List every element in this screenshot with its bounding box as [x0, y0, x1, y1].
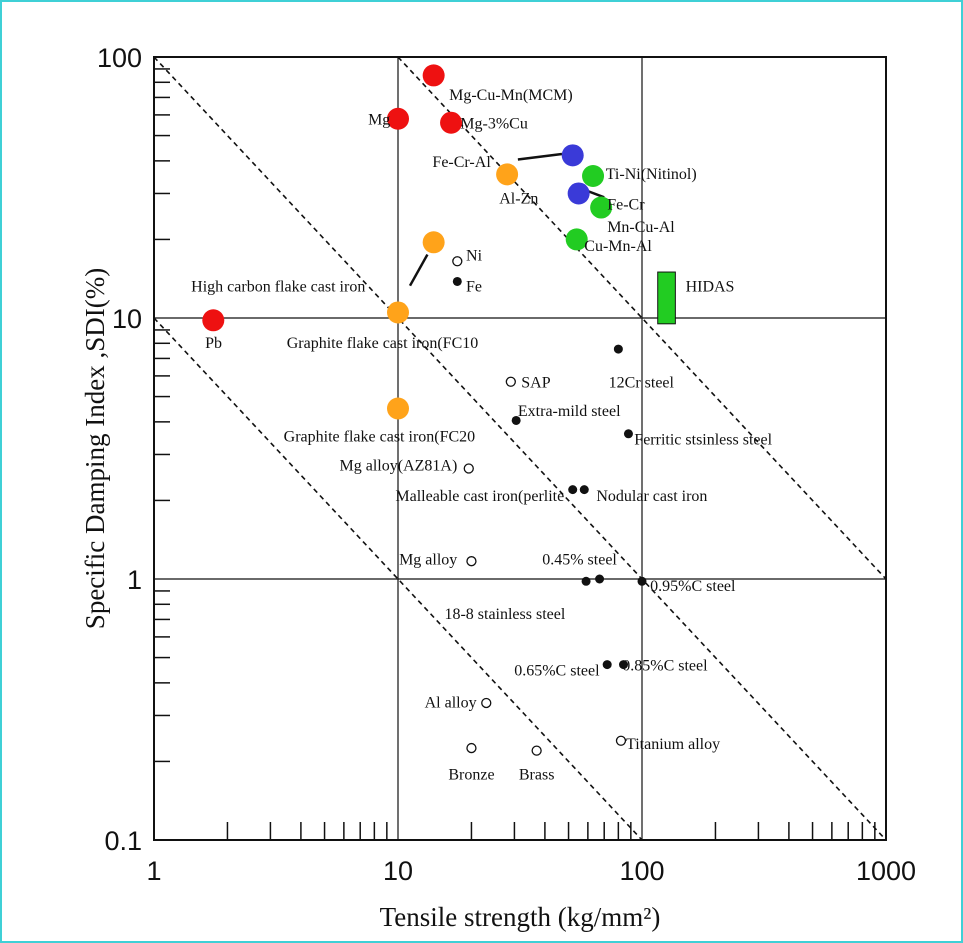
data-point [466, 742, 477, 754]
data-point [387, 107, 409, 130]
data-label: 12Cr steel [609, 375, 675, 392]
data-label: Fe-Cr [607, 196, 645, 213]
y-axis-title: Specific Damping Index ,SDI(%) [80, 268, 110, 629]
data-label: 0.45% steel [542, 551, 617, 568]
data-point [387, 301, 409, 324]
data-label: SAP [521, 375, 550, 392]
data-label: 0.95%C steel [650, 578, 736, 595]
data-point [422, 231, 445, 254]
leader-line [408, 253, 429, 287]
data-marks [202, 64, 676, 756]
x-tick-label: 1000 [856, 856, 916, 886]
data-label: Ni [466, 248, 483, 265]
data-label: 18-8 stainless steel [444, 606, 565, 623]
data-point [581, 576, 591, 586]
data-point [466, 556, 477, 567]
data-point [595, 574, 605, 584]
y-tick-label: 10 [112, 304, 142, 334]
data-label: Graphite flake cast iron(FC20 [284, 428, 476, 445]
data-label: Al-Zn [499, 190, 538, 207]
data-label: High carbon flake cast iron [191, 279, 365, 296]
data-point [422, 64, 445, 87]
data-label: Nodular cast iron [596, 488, 707, 505]
x-tick-label: 1 [146, 856, 161, 886]
data-label: Fe-Cr-Al [432, 154, 491, 171]
data-point [568, 485, 578, 495]
data-point [582, 164, 605, 187]
data-point [579, 485, 589, 495]
data-point [452, 256, 463, 267]
data-point [602, 660, 612, 670]
data-label: 0.65%C steel [514, 663, 600, 680]
guide-lines [153, 56, 887, 841]
data-label: Bronze [448, 766, 494, 783]
x-tick-label: 10 [383, 856, 413, 886]
data-point [565, 228, 588, 251]
data-point [496, 163, 519, 186]
data-label: Ti-Ni(Nitinol) [606, 166, 697, 183]
plot-area [153, 56, 887, 841]
hidas-label: HIDAS [686, 279, 735, 296]
y-tick-label: 100 [97, 43, 142, 73]
data-point [452, 276, 462, 286]
data-label: Mg-3%Cu [460, 116, 528, 133]
x-tick-label: 100 [619, 856, 664, 886]
data-label: Graphite flake cast iron(FC10 [287, 335, 479, 352]
guide-line [153, 56, 887, 841]
data-point [481, 697, 492, 709]
x-axis-title: Tensile strength (kg/mm²) [380, 902, 661, 932]
data-label: Mg alloy [399, 551, 457, 568]
data-label: Ferritic stsinless steel [634, 432, 772, 449]
guide-line [153, 317, 643, 841]
data-point [387, 397, 409, 420]
data-label: Al alloy [425, 694, 477, 711]
data-label: Fe [466, 279, 482, 296]
data-point [440, 111, 463, 134]
data-point [637, 576, 647, 586]
data-point [511, 415, 521, 425]
hidas-region [657, 271, 676, 325]
data-point [463, 463, 474, 474]
data-point [590, 196, 613, 219]
data-label: Titanium alloy [626, 736, 720, 753]
data-point [202, 309, 225, 332]
y-tick-label: 1 [127, 565, 142, 595]
guide-line [397, 56, 887, 580]
data-point [567, 182, 590, 205]
data-point [561, 144, 584, 167]
data-point [623, 429, 633, 439]
data-label: Extra-mild steel [518, 403, 621, 420]
data-label: Mg alloy(AZ81A) [340, 457, 458, 474]
data-labels: HIDAS Mg-Cu-Mn(MCM) Mg Mg-3%Cu Pb Fe-Cr-Al Fe-… [191, 87, 772, 783]
leader-line [517, 152, 563, 161]
data-label: 0.85%C steel [622, 658, 708, 675]
grid-layer [154, 57, 886, 840]
data-label: Cu-Mn-Al [584, 238, 652, 255]
y-tick-label: 0.1 [104, 826, 142, 856]
data-point [619, 660, 629, 670]
data-label: Brass [519, 766, 555, 783]
data-point [531, 745, 542, 756]
data-label: Malleable cast iron(perlite [395, 488, 564, 505]
data-label: Mg [368, 112, 390, 129]
data-label: Pb [205, 335, 222, 352]
data-point [615, 735, 627, 746]
data-point [505, 376, 516, 387]
data-point [613, 344, 623, 354]
data-label: Mn-Cu-Al [607, 219, 675, 236]
data-label: Mg-Cu-Mn(MCM) [449, 87, 573, 104]
